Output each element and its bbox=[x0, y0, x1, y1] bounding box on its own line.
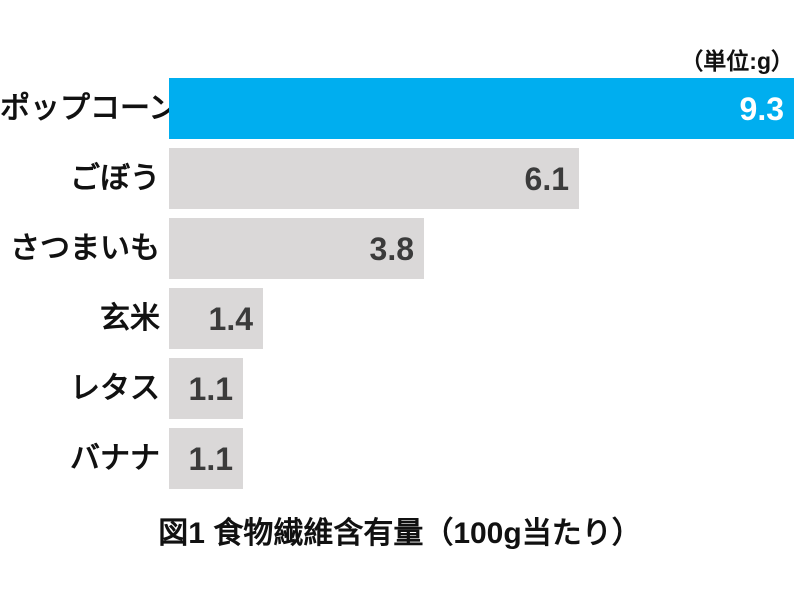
bar-track: 1.1 bbox=[169, 428, 800, 489]
category-label: ポップコーン bbox=[0, 92, 179, 125]
value-label: 3.8 bbox=[369, 230, 414, 267]
category-label: バナナ bbox=[70, 442, 160, 475]
chart-row: バナナ 1.1 bbox=[0, 428, 800, 489]
category-label: レタス bbox=[70, 372, 160, 405]
bar-track: 6.1 bbox=[169, 148, 800, 209]
bar: 1.4 bbox=[169, 288, 263, 349]
bar: 1.1 bbox=[169, 428, 243, 489]
category-label: 玄米 bbox=[100, 302, 160, 335]
category-label: さつまいも bbox=[10, 232, 160, 265]
bar-track: 3.8 bbox=[169, 218, 800, 279]
bar: 1.1 bbox=[169, 358, 243, 419]
value-label: 1.4 bbox=[208, 300, 253, 337]
bar-rows: ポップコーン 9.3 ごぼう 6.1 さつまいも 3.8 玄米 1.4 レタス 1.1 バナナ 1.1 bbox=[0, 78, 800, 498]
value-label: 9.3 bbox=[739, 90, 784, 127]
value-label: 1.1 bbox=[188, 440, 233, 477]
value-label: 6.1 bbox=[524, 160, 569, 197]
chart-row: ポップコーン 9.3 bbox=[0, 78, 800, 139]
bar-track: 1.4 bbox=[169, 288, 800, 349]
chart-row: ごぼう 6.1 bbox=[0, 148, 800, 209]
bar-track: 9.3 bbox=[169, 78, 800, 139]
bar: 3.8 bbox=[169, 218, 424, 279]
category-label: ごぼう bbox=[70, 162, 160, 195]
bar: 6.1 bbox=[169, 148, 579, 209]
chart-row: 玄米 1.4 bbox=[0, 288, 800, 349]
unit-label: （単位:g） bbox=[680, 48, 794, 74]
bar-track: 1.1 bbox=[169, 358, 800, 419]
chart-row: さつまいも 3.8 bbox=[0, 218, 800, 279]
value-label: 1.1 bbox=[188, 370, 233, 407]
chart-title: 図1 食物繊維含有量（100g当たり） bbox=[158, 517, 642, 550]
chart-row: レタス 1.1 bbox=[0, 358, 800, 419]
bar: 9.3 bbox=[169, 78, 794, 139]
